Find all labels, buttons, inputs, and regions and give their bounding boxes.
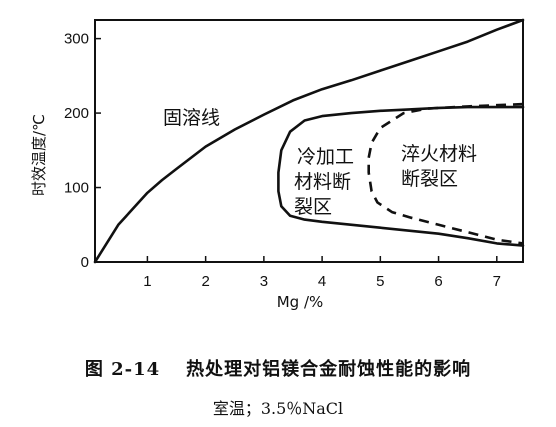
figure-number: 图 2-14 <box>84 359 161 380</box>
plot-frame <box>94 19 524 263</box>
y-tick-label: 300 <box>64 31 89 48</box>
x-tick-label: 7 <box>493 273 501 290</box>
annotation-quenched-line2: 断裂区 <box>401 168 458 190</box>
axes <box>94 19 524 263</box>
chart: 1 2 3 4 5 6 7 0 100 200 300 固溶线 冷加工 材料断 裂区 淬火材料 断裂… <box>30 18 525 311</box>
x-tick-label: 1 <box>143 273 151 290</box>
annotation-quenched-line1: 淬火材料 <box>401 143 477 165</box>
x-tick-label: 6 <box>434 273 442 290</box>
x-axis-title: Mg /% <box>277 293 324 311</box>
annotation-aged-line3: 裂区 <box>294 196 332 218</box>
figure-subtitle: 室温；3.5％NaCl <box>0 395 556 419</box>
x-tick-label: 4 <box>318 273 326 290</box>
y-tick-label: 0 <box>81 254 89 271</box>
figure-conditions: 室温；3.5％NaCl <box>212 399 344 418</box>
annotation-aged-line1: 冷加工 <box>297 146 354 168</box>
ticks: 1 2 3 4 5 6 7 0 100 200 300 <box>64 31 501 290</box>
x-tick-label: 3 <box>260 273 268 290</box>
series-quenched-crack-boundary <box>367 102 524 245</box>
x-tick-label: 5 <box>376 273 384 290</box>
y-tick-label: 100 <box>64 180 89 197</box>
figure-caption: 图 2-14 热处理对铝镁合金耐蚀性能的影响 <box>0 355 556 381</box>
series-solvus <box>93 18 525 264</box>
annotation-solvus: 固溶线 <box>163 107 220 129</box>
series-aged-crack-boundary <box>277 105 525 247</box>
series-layer <box>93 18 525 264</box>
y-axis-title: 时效温度/℃ <box>30 114 48 196</box>
x-tick-label: 2 <box>201 273 209 290</box>
y-tick-label: 200 <box>64 105 89 122</box>
figure-title: 热处理对铝镁合金耐蚀性能的影响 <box>186 359 472 380</box>
annotation-aged-line2: 材料断 <box>294 171 351 193</box>
